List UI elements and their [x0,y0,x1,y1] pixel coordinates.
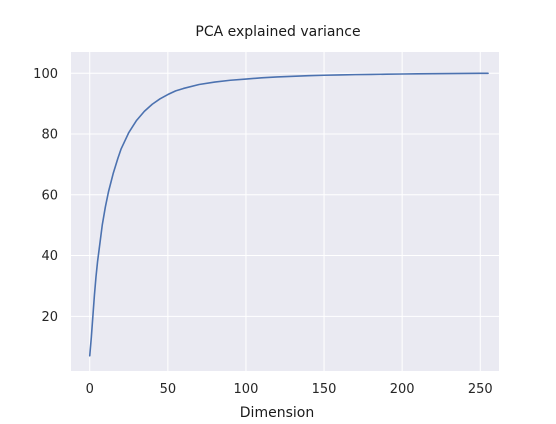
x-tick-label: 50 [160,382,177,397]
y-tick-label: 80 [41,128,58,143]
x-tick-label: 100 [234,382,259,397]
series-line-0 [88,72,489,357]
x-tick-labels: 0 50 100 150 200 250 [86,382,493,397]
y-tick-label: 20 [41,310,58,325]
x-tick-label: 200 [390,382,415,397]
x-tick-label: 0 [86,382,94,397]
series-layer [88,72,489,357]
x-axis-label: Dimension [240,405,314,421]
x-tick-label: 150 [312,382,337,397]
y-tick-label: 60 [41,188,58,203]
y-tick-label: 40 [41,249,58,264]
y-tick-label: 100 [33,67,58,82]
plot-area [71,52,499,371]
chart-title: PCA explained variance [195,24,360,40]
y-tick-labels: 20 40 60 80 100 [33,67,58,325]
grid-lines [71,52,499,371]
x-tick-label: 250 [468,382,493,397]
